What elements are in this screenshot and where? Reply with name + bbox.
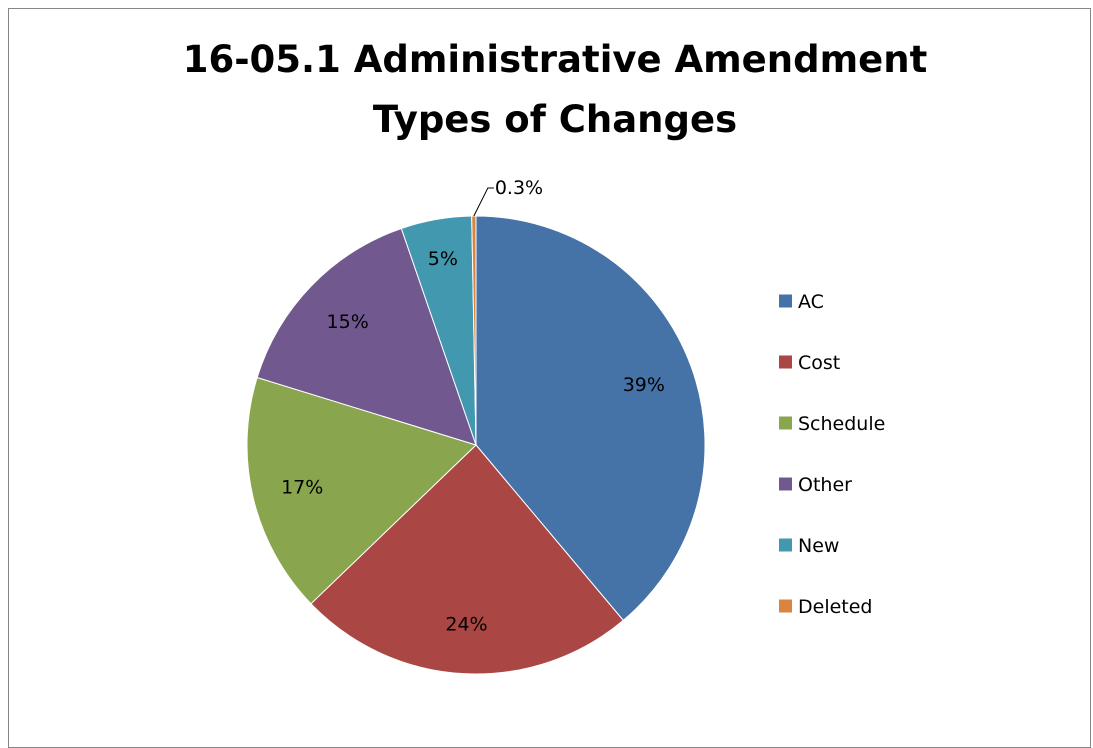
legend-label-cost: Cost [798,352,840,374]
legend-swatch-other [779,478,792,491]
data-label-new: 5% [428,248,458,270]
leader-line-deleted [474,188,494,216]
data-label-other: 15% [327,311,369,333]
legend-swatch-deleted [779,600,792,613]
pie-slices [247,216,705,674]
data-label-schedule: 17% [281,476,323,498]
legend-label-deleted: Deleted [798,596,873,618]
data-label-deleted: 0.3% [495,177,543,199]
data-label-cost: 24% [445,613,487,635]
legend-label-other: Other [798,474,852,496]
legend-swatch-cost [779,356,792,369]
legend: AC Cost Schedule Other New Deleted [779,291,885,618]
legend-label-schedule: Schedule [798,413,885,435]
legend-swatch-new [779,539,792,552]
legend-swatch-ac [779,295,792,308]
legend-swatch-schedule [779,417,792,430]
data-label-ac: 39% [623,374,665,396]
legend-label-new: New [798,535,839,557]
legend-label-ac: AC [798,291,824,313]
